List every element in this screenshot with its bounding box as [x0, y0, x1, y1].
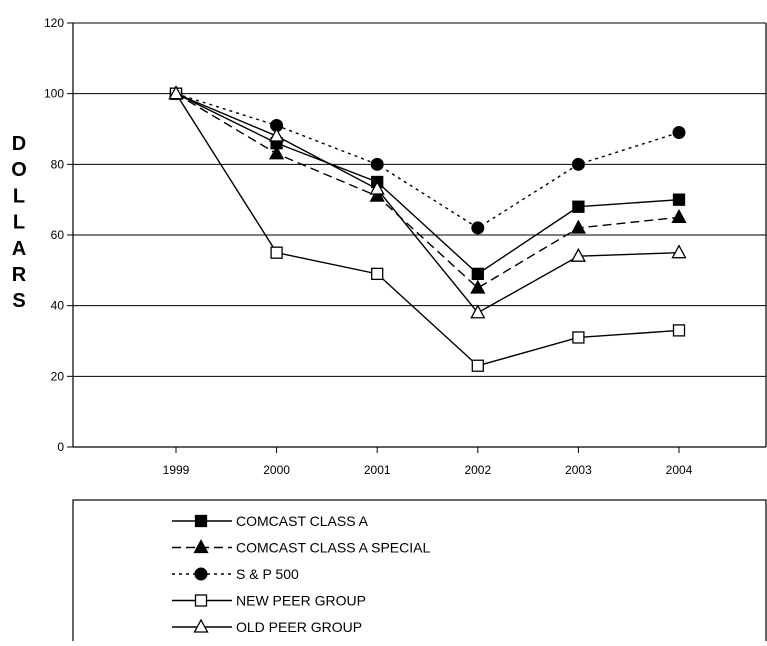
legend-label-5: OLD PEER GROUP [236, 619, 362, 635]
series-line-5 [175, 93, 680, 314]
x-tick-label-1999: 1999 [163, 463, 190, 477]
y-axis-label-letter: R [12, 264, 27, 286]
series-lines [168, 85, 687, 372]
data-point-4-2003 [572, 331, 585, 344]
x-tick-label-2003: 2003 [565, 463, 592, 477]
y-tick-label-60: 60 [51, 228, 65, 242]
data-point-4-2000 [270, 246, 283, 259]
x-axis-ticks: 1999 2000 2001 2002 2003 2004 [163, 447, 693, 477]
x-tick-label-2002: 2002 [464, 463, 491, 477]
x-tick-label-2000: 2000 [263, 463, 290, 477]
data-point-2-2000 [269, 145, 285, 160]
data-point-4-2002 [471, 359, 484, 372]
y-axis-label-letter: A [12, 238, 26, 260]
data-point-1-2004 [672, 193, 686, 206]
legend-marker-1 [194, 514, 208, 528]
legend-label-1: COMCAST CLASS A [236, 513, 369, 529]
legend-marker-5 [193, 618, 209, 633]
x-tick-label-2004: 2004 [666, 463, 693, 477]
y-axis-label-letter: S [12, 290, 25, 312]
data-point-4-2001 [371, 267, 384, 281]
series-line-4 [175, 93, 680, 367]
y-tick-label-40: 40 [51, 299, 65, 313]
data-point-4-2004 [672, 324, 686, 337]
legend-marker-2 [193, 539, 209, 554]
x-tick-label-2001: 2001 [364, 463, 391, 477]
data-point-2-2002 [470, 279, 486, 294]
legend-label-2: COMCAST CLASS A SPECIAL [236, 540, 430, 556]
y-axis-label-letter: L [13, 185, 25, 207]
data-point-3-2004 [672, 126, 686, 140]
y-tick-label-100: 100 [44, 87, 64, 101]
legend-entry-1: COMCAST CLASS A [172, 513, 369, 529]
y-tick-label-80: 80 [51, 157, 65, 171]
data-point-3-2002 [471, 221, 485, 235]
y-axis-label-letter: L [13, 212, 25, 234]
data-point-5-2004 [671, 244, 687, 259]
data-point-5-2003 [570, 247, 586, 262]
data-point-5-1999 [168, 85, 184, 100]
legend-label-4: NEW PEER GROUP [236, 593, 366, 609]
y-axis-label-letter: D [12, 133, 26, 155]
y-tick-label-0: 0 [57, 440, 64, 454]
data-point-5-2001 [369, 180, 385, 195]
data-point-2-2003 [570, 219, 586, 234]
y-axis-ticks: 0 20 40 60 80 100 120 [44, 16, 73, 454]
y-tick-label-120: 120 [44, 16, 64, 30]
data-point-3-2003 [571, 157, 585, 171]
y-axis-label-letter: O [11, 159, 27, 181]
data-point-5-2000 [269, 127, 285, 142]
legend-marker-4 [194, 594, 208, 607]
y-tick-label-20: 20 [51, 369, 65, 383]
series-line-2 [175, 93, 680, 289]
data-point-3-2001 [370, 157, 384, 171]
data-point-1-2002 [471, 267, 484, 281]
data-point-2-2001 [369, 187, 385, 202]
series-line-1 [175, 93, 680, 275]
legend-entry-5: OLD PEER GROUP [172, 618, 362, 635]
legend: COMCAST CLASS A COMCAST CLASS A SPECIAL S … [72, 499, 767, 646]
series-5 [168, 85, 687, 319]
data-point-5-2002 [470, 304, 486, 319]
legend-entry-3: S & P 500 [172, 566, 299, 582]
legend-entry-2: COMCAST CLASS A SPECIAL [172, 539, 430, 556]
data-point-1-2003 [572, 200, 585, 213]
legend-box [72, 499, 767, 646]
legend-marker-3 [194, 567, 208, 581]
legend-entry-4: NEW PEER GROUP [172, 593, 366, 609]
data-point-2-2004 [671, 208, 687, 223]
legend-label-3: S & P 500 [236, 566, 299, 582]
